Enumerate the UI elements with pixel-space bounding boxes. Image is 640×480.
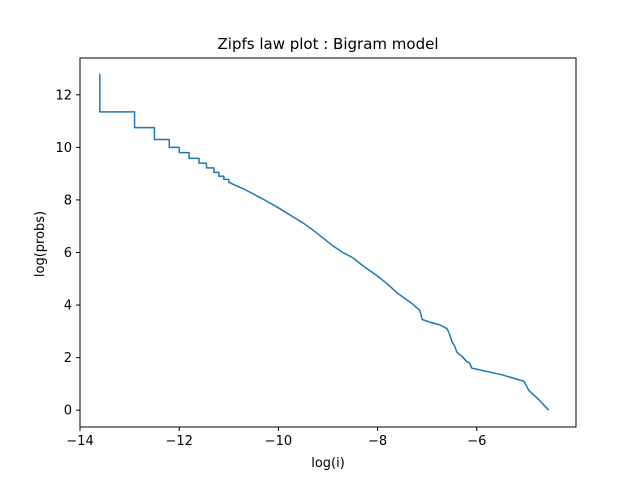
axis-ticks: −14 −12 −10 −8 −6 0 2 4 6 8 10 12 <box>55 88 486 449</box>
series-line <box>99 73 550 411</box>
x-tick-label: −6 <box>467 434 486 449</box>
x-tick-label: −14 <box>66 434 93 449</box>
y-axis-label: log(probs) <box>33 211 48 277</box>
x-tick-label: −8 <box>368 434 387 449</box>
y-tick-label: 6 <box>64 246 72 261</box>
y-tick-label: 4 <box>64 299 72 314</box>
chart-title: Zipfs law plot : Bigram model <box>218 35 439 53</box>
plot-area <box>99 73 550 411</box>
y-tick-label: 12 <box>55 88 72 103</box>
x-tick-label: −10 <box>265 434 292 449</box>
x-axis-label: log(i) <box>311 456 345 471</box>
axes-frame <box>79 57 577 428</box>
y-tick-label: 2 <box>64 351 72 366</box>
y-tick-label: 8 <box>64 193 72 208</box>
y-tick-label: 10 <box>55 141 72 156</box>
y-tick-label: 0 <box>64 404 72 419</box>
x-tick-label: −12 <box>165 434 192 449</box>
